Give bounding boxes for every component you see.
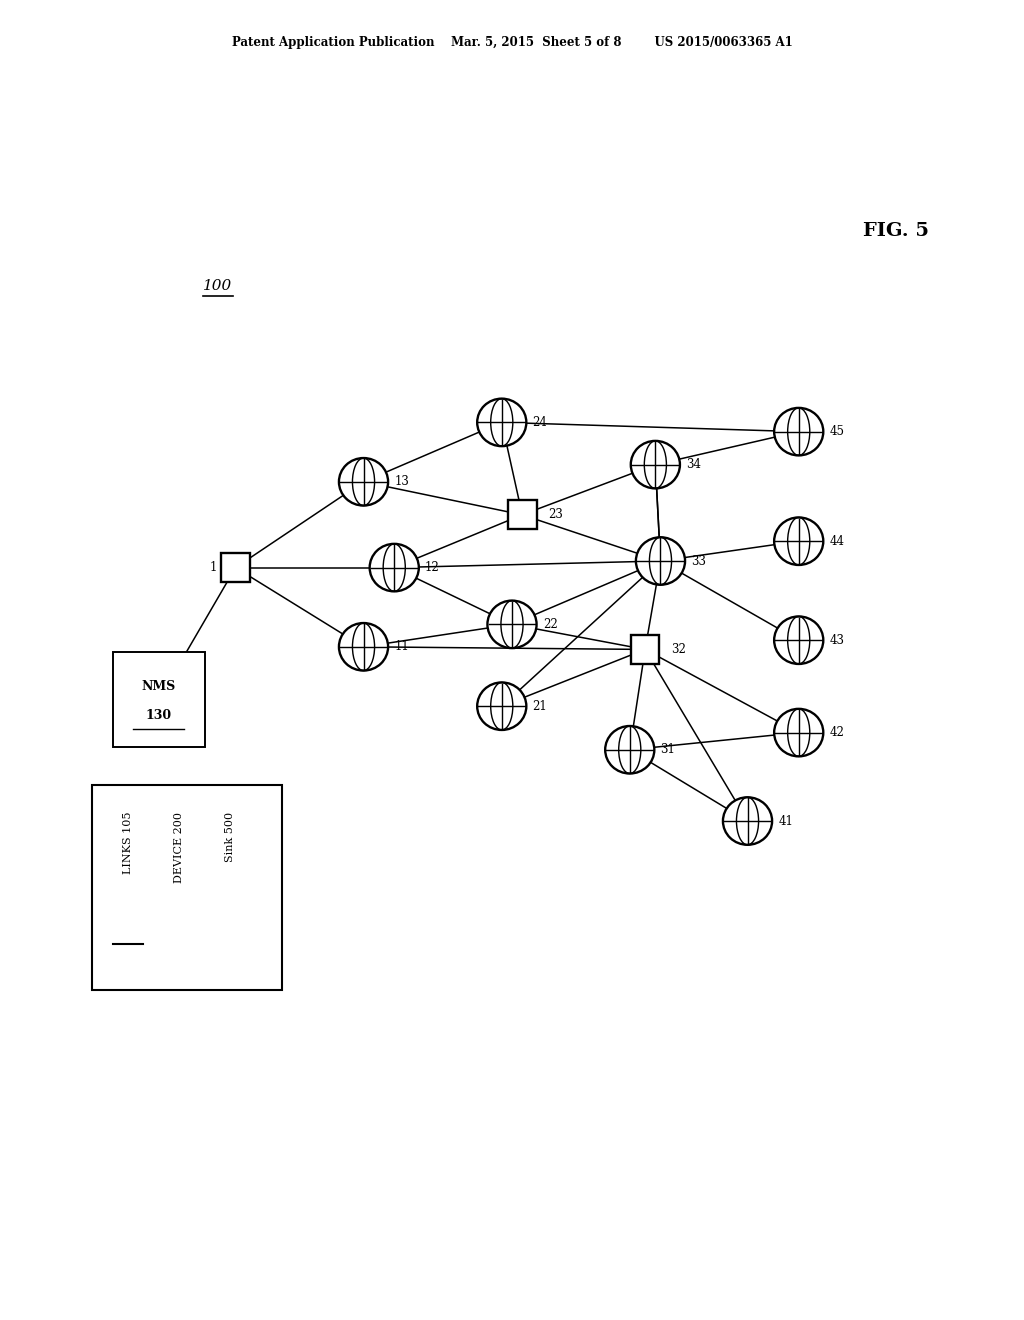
Text: 44: 44 xyxy=(829,535,845,548)
Ellipse shape xyxy=(339,623,388,671)
Text: FIG. 5: FIG. 5 xyxy=(863,222,929,240)
Ellipse shape xyxy=(487,601,537,648)
Text: 43: 43 xyxy=(829,634,845,647)
Ellipse shape xyxy=(477,682,526,730)
Bar xyxy=(219,932,242,956)
Ellipse shape xyxy=(339,458,388,506)
Text: 42: 42 xyxy=(829,726,845,739)
Ellipse shape xyxy=(477,399,526,446)
Ellipse shape xyxy=(161,925,198,962)
Text: LINKS 105: LINKS 105 xyxy=(123,812,133,874)
Text: 11: 11 xyxy=(394,640,409,653)
Ellipse shape xyxy=(774,616,823,664)
Text: 33: 33 xyxy=(691,554,707,568)
Bar xyxy=(221,553,250,582)
Text: 23: 23 xyxy=(548,508,563,521)
Text: 24: 24 xyxy=(532,416,548,429)
Text: 31: 31 xyxy=(660,743,676,756)
Text: Sink 500: Sink 500 xyxy=(225,812,236,862)
Bar xyxy=(631,635,659,664)
Bar xyxy=(113,652,205,747)
Text: 12: 12 xyxy=(425,561,439,574)
Text: DEVICE 200: DEVICE 200 xyxy=(174,812,184,883)
Bar xyxy=(92,785,282,990)
Ellipse shape xyxy=(774,408,823,455)
Text: 32: 32 xyxy=(671,643,686,656)
Text: 22: 22 xyxy=(543,618,557,631)
Ellipse shape xyxy=(631,441,680,488)
Text: 1: 1 xyxy=(210,561,217,574)
Text: 13: 13 xyxy=(394,475,410,488)
Ellipse shape xyxy=(723,797,772,845)
Text: 34: 34 xyxy=(686,458,701,471)
Ellipse shape xyxy=(605,726,654,774)
Ellipse shape xyxy=(774,517,823,565)
Text: 21: 21 xyxy=(532,700,547,713)
Text: 130: 130 xyxy=(145,709,172,722)
Text: 45: 45 xyxy=(829,425,845,438)
Ellipse shape xyxy=(370,544,419,591)
Text: 41: 41 xyxy=(778,814,794,828)
Text: Patent Application Publication    Mar. 5, 2015  Sheet 5 of 8        US 2015/0063: Patent Application Publication Mar. 5, 2… xyxy=(231,36,793,49)
Bar xyxy=(508,500,537,529)
Ellipse shape xyxy=(774,709,823,756)
Ellipse shape xyxy=(636,537,685,585)
Text: 100: 100 xyxy=(203,279,232,293)
Text: NMS: NMS xyxy=(141,680,176,693)
